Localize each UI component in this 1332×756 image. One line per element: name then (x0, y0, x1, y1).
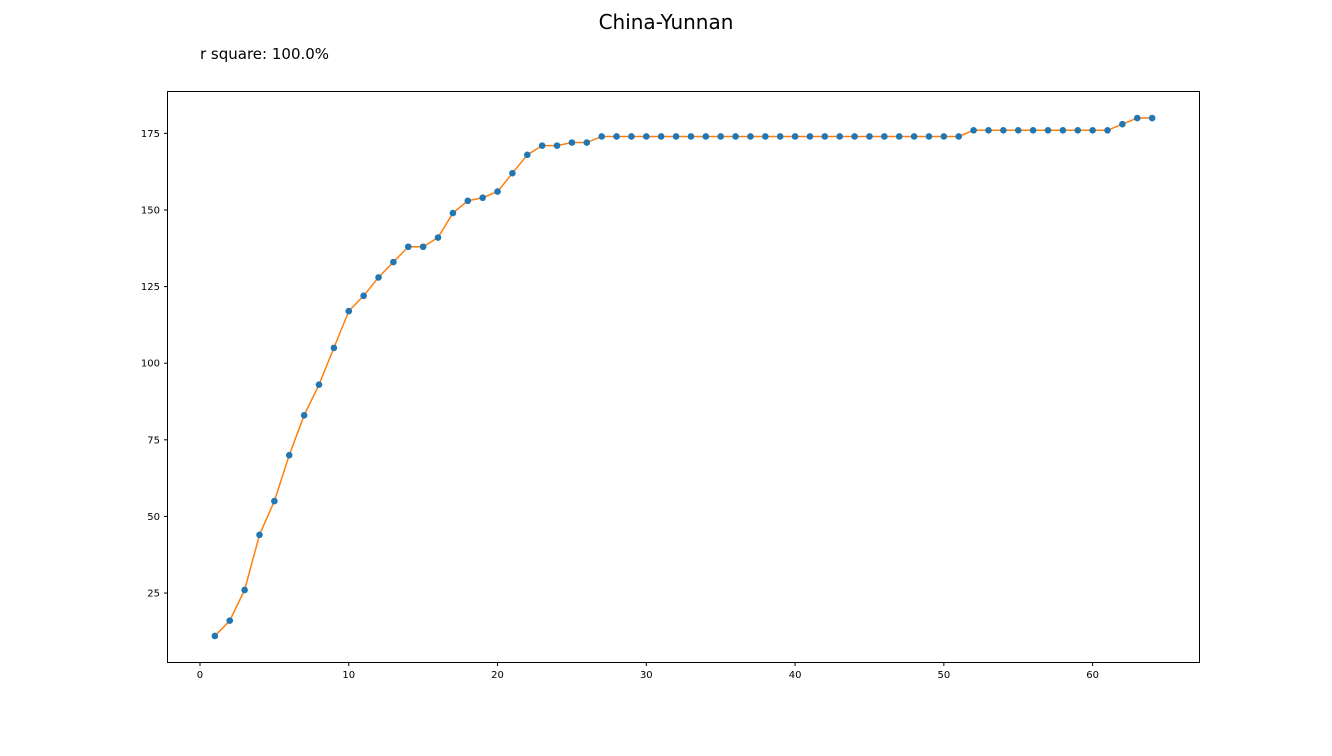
data-point (747, 133, 754, 140)
data-point (1044, 127, 1052, 134)
data-point (449, 209, 457, 217)
data-point (315, 381, 323, 388)
data-point (940, 133, 948, 140)
data-point (955, 133, 963, 140)
data-point (910, 133, 918, 140)
data-point (598, 133, 605, 140)
data-point (851, 133, 858, 140)
x-tick-label: 20 (491, 670, 504, 681)
data-point (1029, 127, 1037, 134)
data-point (404, 243, 412, 251)
data-point (1059, 127, 1067, 134)
x-tick-label: 50 (937, 670, 950, 681)
data-point (687, 133, 695, 140)
data-point (419, 243, 427, 251)
data-point (360, 292, 367, 300)
data-point (732, 133, 739, 140)
y-tick-label: 100 (141, 359, 160, 370)
data-point (895, 133, 903, 140)
data-point (271, 497, 278, 505)
data-point (806, 133, 814, 140)
line-layer (214, 117, 1153, 637)
data-point (1074, 127, 1082, 134)
data-point (1089, 127, 1096, 134)
chart-title: China-Yunnan (598, 10, 734, 34)
data-point (553, 142, 561, 149)
data-point (925, 133, 933, 140)
data-point (1119, 120, 1126, 128)
data-point (434, 234, 442, 241)
data-point (643, 133, 650, 140)
data-point (494, 188, 501, 195)
y-tick-label: 125 (141, 282, 160, 293)
y-tick-label: 175 (141, 129, 160, 140)
data-point (330, 344, 338, 352)
r-square-annotation: r square: 100.0% (200, 45, 330, 63)
data-point (285, 451, 293, 459)
data-point (345, 307, 353, 315)
y-tick-label: 75 (147, 435, 160, 446)
x-tick-label: 10 (342, 670, 355, 681)
x-tick-label: 30 (640, 670, 653, 681)
points-layer (211, 114, 1156, 640)
data-point (970, 127, 977, 134)
data-point (390, 258, 397, 266)
data-point (300, 412, 308, 419)
data-point (211, 632, 219, 640)
data-point (1148, 114, 1156, 122)
data-point (583, 139, 591, 146)
data-point (479, 194, 486, 202)
data-point (776, 133, 784, 140)
y-tick-label: 50 (147, 512, 160, 523)
data-point (791, 133, 799, 140)
data-point (672, 133, 680, 140)
series-line (214, 117, 1153, 637)
x-tick-label: 0 (197, 670, 203, 681)
data-point (1104, 127, 1111, 134)
plot-frame (167, 91, 1200, 663)
y-axis: 25 50 75 100 125 150 175 (141, 129, 168, 600)
data-point (226, 617, 234, 624)
x-tick-label: 60 (1086, 670, 1099, 681)
data-point (762, 133, 769, 140)
data-point (702, 133, 710, 140)
data-point (985, 127, 992, 134)
data-point (613, 133, 620, 140)
data-point (523, 151, 531, 159)
data-point (568, 139, 576, 146)
y-tick-label: 150 (141, 205, 160, 216)
data-point (464, 197, 472, 205)
y-tick-label: 25 (147, 589, 160, 600)
data-point (836, 133, 844, 140)
data-point (1014, 127, 1022, 134)
data-point (866, 133, 873, 140)
x-axis: 0 10 20 30 40 50 60 (197, 662, 1099, 681)
data-point (241, 586, 248, 594)
data-point (1000, 127, 1007, 134)
data-point (256, 531, 263, 539)
data-point (1133, 114, 1141, 122)
data-point (538, 142, 546, 149)
data-point (881, 133, 888, 140)
data-point (509, 169, 516, 177)
data-point (657, 133, 665, 140)
data-point (821, 133, 829, 140)
data-point (717, 133, 724, 140)
data-point (375, 274, 382, 281)
x-tick-label: 40 (789, 670, 802, 681)
data-point (628, 133, 635, 140)
